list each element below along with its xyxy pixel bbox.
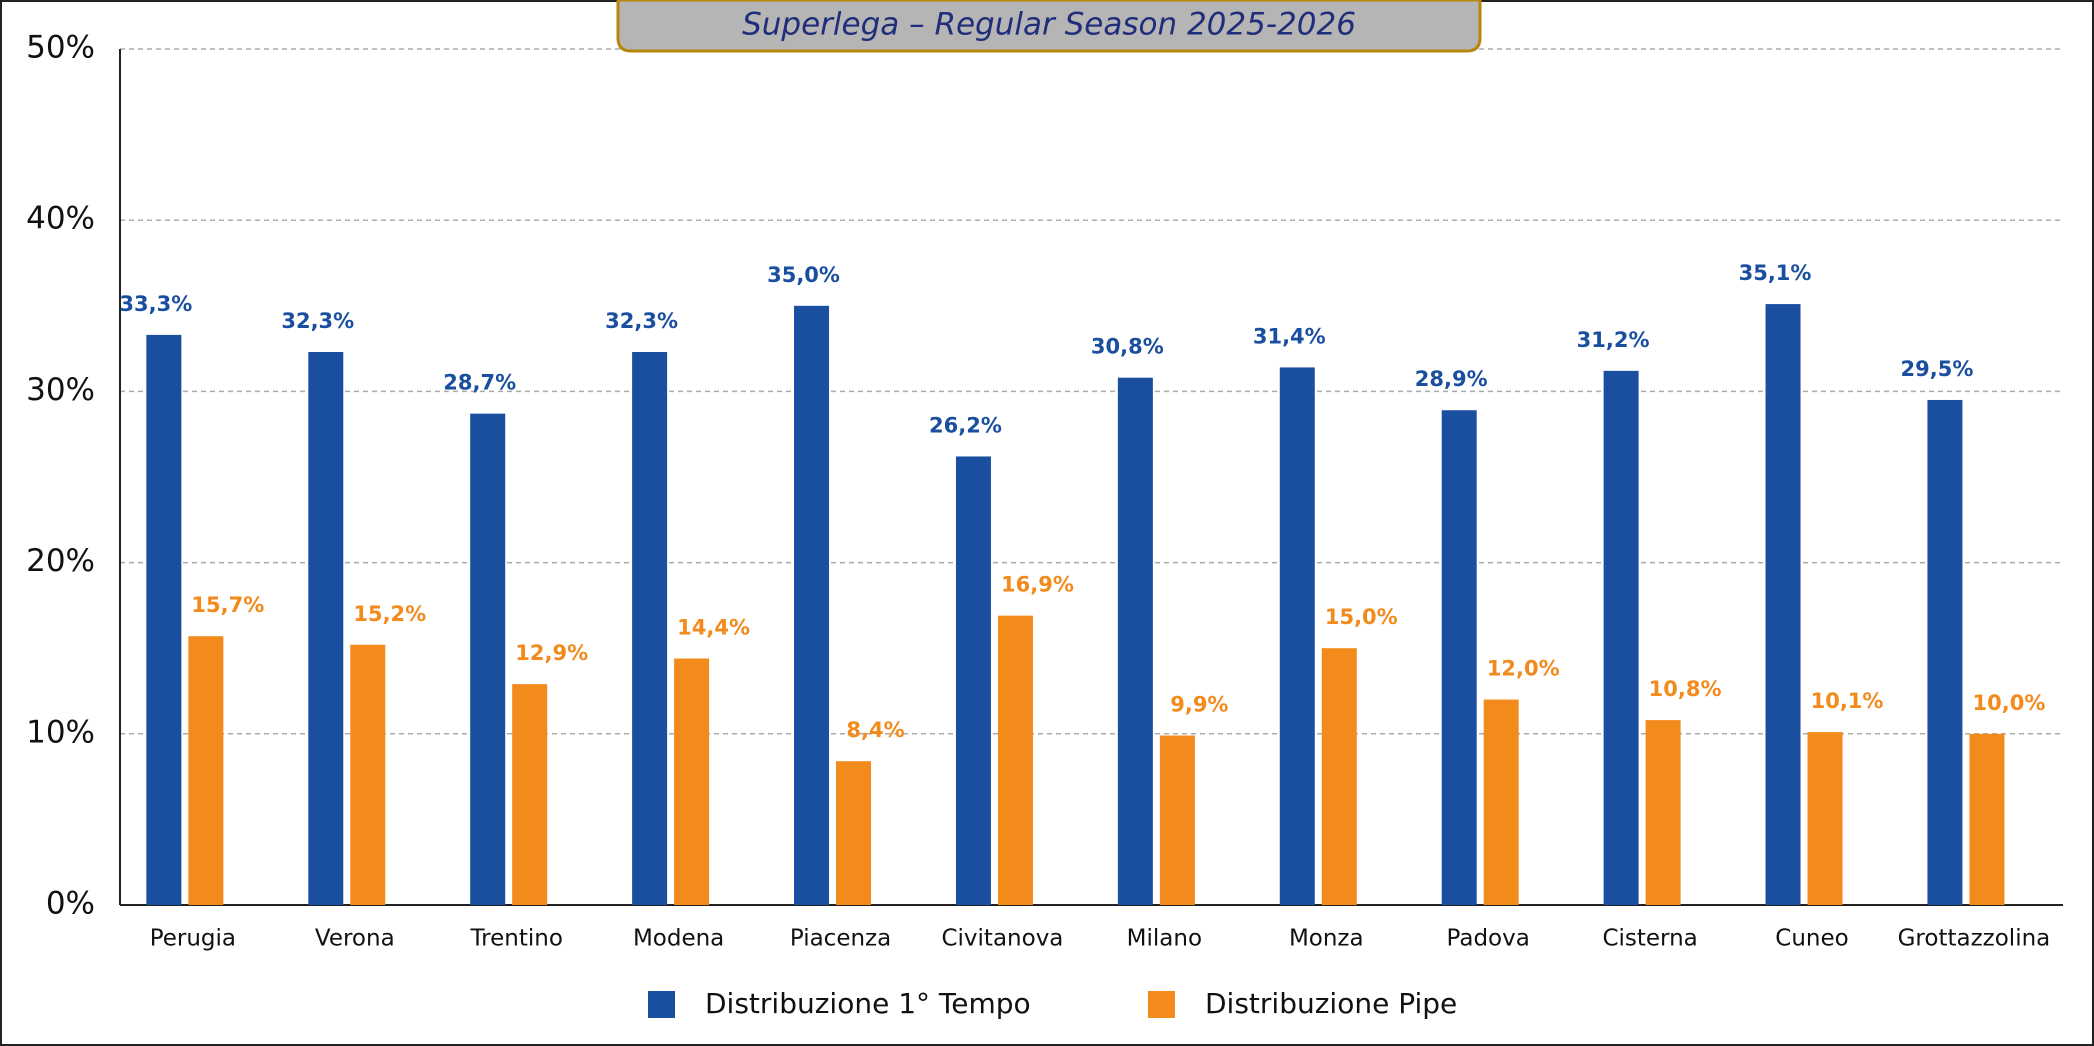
value-label: 9,9%: [1170, 693, 1228, 717]
value-label: 14,4%: [677, 615, 750, 639]
bar: [1645, 720, 1681, 905]
y-tick-label: 50%: [26, 30, 95, 66]
bar: [1117, 377, 1153, 906]
y-tick-label: 0%: [46, 886, 95, 922]
value-label: 32,3%: [605, 309, 678, 333]
value-label: 15,7%: [191, 593, 264, 617]
x-tick-label: Cisterna: [1602, 926, 1697, 952]
x-tick-label: Cuneo: [1775, 926, 1848, 952]
value-label: 35,0%: [767, 263, 840, 287]
value-label: 15,2%: [353, 602, 426, 626]
x-tick-label: Piacenza: [790, 926, 891, 952]
legend-swatch: [648, 991, 675, 1018]
value-label: 10,1%: [1811, 689, 1884, 713]
value-label: 31,2%: [1577, 328, 1650, 352]
value-label: 32,3%: [281, 309, 354, 333]
x-tick-label: Monza: [1289, 926, 1364, 952]
bar: [1807, 732, 1843, 905]
bar: [1969, 733, 2005, 905]
x-tick-label: Grottazzolina: [1898, 926, 2051, 952]
y-tick-label: 20%: [26, 543, 95, 579]
value-label: 8,4%: [846, 718, 904, 742]
bar: [1321, 648, 1357, 905]
bar: [997, 615, 1033, 905]
bar: [1159, 735, 1195, 905]
value-label: 16,9%: [1001, 573, 1074, 597]
x-tick-label: Verona: [315, 926, 395, 952]
bar: [674, 658, 710, 905]
x-tick-label: Perugia: [150, 926, 236, 952]
value-label: 28,9%: [1415, 367, 1488, 391]
bar: [1765, 304, 1801, 905]
value-label: 33,3%: [119, 292, 192, 316]
bar: [146, 334, 182, 905]
bar: [308, 352, 344, 905]
value-label: 26,2%: [929, 413, 1002, 437]
value-label: 31,4%: [1253, 324, 1326, 348]
bar: [836, 761, 872, 905]
bar: [632, 352, 668, 905]
bar: [1483, 699, 1519, 905]
bar: [350, 644, 386, 905]
value-label: 15,0%: [1325, 605, 1398, 629]
value-label: 12,9%: [515, 641, 588, 665]
bar: [1927, 399, 1963, 905]
bar: [1441, 410, 1477, 905]
chart-title: Superlega – Regular Season 2025-2026: [742, 7, 1356, 43]
legend-swatch: [1148, 991, 1175, 1018]
y-tick-label: 30%: [26, 372, 95, 408]
x-tick-label: Milano: [1127, 926, 1202, 952]
value-label: 10,0%: [1973, 691, 2046, 715]
x-tick-label: Civitanova: [941, 926, 1063, 952]
x-tick-label: Padova: [1447, 926, 1530, 952]
y-tick-label: 40%: [26, 201, 95, 237]
value-label: 28,7%: [443, 371, 516, 395]
value-label: 29,5%: [1901, 357, 1974, 381]
bar: [1279, 367, 1315, 905]
bar: [1603, 370, 1639, 906]
x-tick-label: Modena: [633, 926, 724, 952]
bar: [955, 456, 991, 905]
legend-label: Distribuzione 1° Tempo: [705, 987, 1031, 1020]
value-label: 35,1%: [1739, 261, 1812, 285]
y-tick-label: 10%: [26, 714, 95, 750]
value-label: 30,8%: [1091, 335, 1164, 359]
value-label: 10,8%: [1649, 677, 1722, 701]
legend-label: Distribuzione Pipe: [1205, 987, 1457, 1020]
bar: [512, 684, 548, 905]
bar: [188, 636, 224, 905]
bar: [794, 305, 830, 905]
value-label: 12,0%: [1487, 657, 1560, 681]
title-box: [616, 0, 1482, 53]
bar: [470, 413, 506, 905]
x-tick-label: Trentino: [469, 926, 562, 952]
